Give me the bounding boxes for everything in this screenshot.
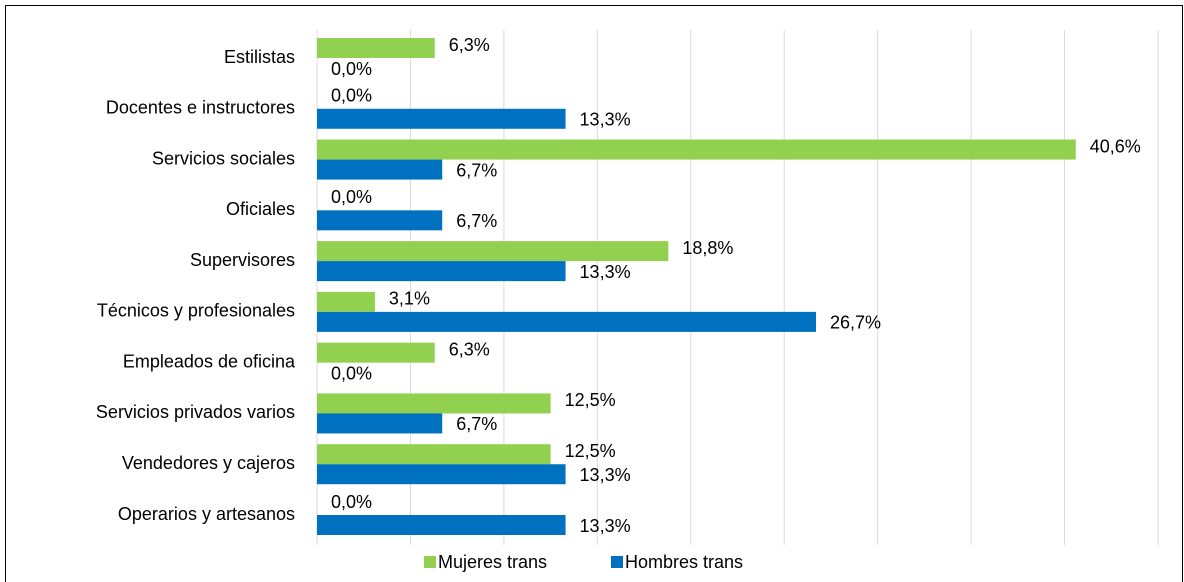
data-label: 0,0%	[331, 492, 372, 512]
chart-frame	[5, 5, 1183, 582]
y-tick-label: Técnicos y profesionales	[97, 301, 295, 321]
bar	[317, 413, 443, 434]
data-label: 40,6%	[1090, 136, 1141, 156]
data-label: 0,0%	[331, 187, 372, 207]
bar	[317, 38, 435, 58]
bar	[317, 464, 566, 485]
bar	[317, 108, 566, 129]
bar	[317, 342, 435, 363]
bar	[317, 210, 443, 231]
data-label: 13,3%	[580, 516, 631, 536]
bar	[317, 291, 375, 312]
bar	[317, 393, 551, 414]
y-tick-label: Docentes e instructores	[106, 98, 295, 118]
bar	[317, 261, 566, 282]
y-tick-label: Estilistas	[224, 47, 295, 67]
legend-label: Hombres trans	[625, 552, 743, 572]
bar	[317, 444, 551, 465]
bar	[317, 159, 443, 180]
data-label: 6,7%	[456, 414, 497, 434]
bar	[317, 311, 816, 332]
bar	[317, 139, 1076, 160]
data-label: 18,8%	[682, 238, 733, 258]
data-label: 0,0%	[331, 59, 372, 79]
bar	[317, 241, 669, 262]
data-label: 13,3%	[580, 465, 631, 485]
data-label: 26,7%	[830, 313, 881, 333]
legend-swatch	[424, 556, 436, 568]
data-label: 6,3%	[449, 339, 490, 359]
data-label: 0,0%	[331, 363, 372, 383]
data-label: 6,3%	[449, 35, 490, 55]
y-tick-label: Servicios privados varios	[96, 402, 295, 422]
data-label: 12,5%	[565, 441, 616, 461]
y-tick-label: Servicios sociales	[152, 148, 295, 168]
legend-label: Mujeres trans	[438, 552, 547, 572]
y-tick-label: Supervisores	[190, 250, 295, 270]
data-label: 12,5%	[565, 390, 616, 410]
y-tick-label: Vendedores y cajeros	[122, 453, 295, 473]
legend-swatch	[611, 556, 623, 568]
y-tick-label: Operarios y artesanos	[118, 504, 295, 524]
data-label: 0,0%	[331, 86, 372, 106]
data-label: 6,7%	[456, 160, 497, 180]
y-tick-label: Empleados de oficina	[123, 351, 296, 371]
data-label: 6,7%	[456, 211, 497, 231]
data-label: 13,3%	[580, 262, 631, 282]
y-tick-label: Oficiales	[226, 199, 295, 219]
data-label: 3,1%	[389, 289, 430, 309]
bar	[317, 515, 566, 535]
data-label: 13,3%	[580, 110, 631, 130]
